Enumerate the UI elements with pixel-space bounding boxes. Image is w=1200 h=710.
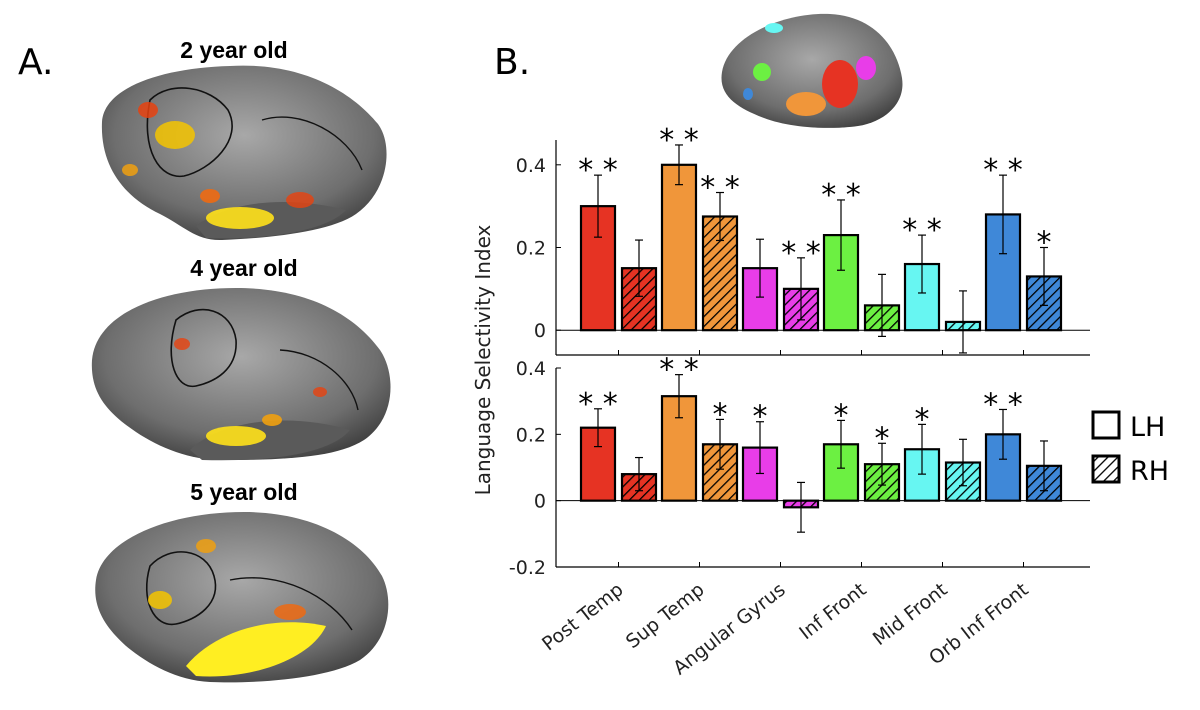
- top-lh-post-temp-significance: * *: [578, 153, 618, 188]
- bottom-lh-orb-inf-front-significance: * *: [983, 387, 1023, 422]
- y-axis-label: Language Selectivity Index: [471, 224, 495, 495]
- bottom-rh-sup-temp-significance: *: [713, 397, 728, 432]
- top-rh-angular-gyrus-significance: * *: [781, 236, 821, 271]
- top-rh-orb-inf-front-significance: *: [1037, 226, 1052, 261]
- brain-4-year-old: [91, 288, 391, 461]
- bottom-y-tick-label: 0: [534, 491, 546, 513]
- legend-rh-label: RH: [1130, 456, 1169, 487]
- chart-top: 00.20.4 * ** ** ** ** ** ** **: [516, 123, 1090, 356]
- age-label-5: 5 year old: [190, 479, 297, 505]
- bottom-lh-mid-front-significance: *: [915, 402, 930, 437]
- bottom-rh-inf-front-significance: *: [875, 421, 890, 456]
- legend-lh-label: LH: [1130, 412, 1165, 443]
- top-y-tick-label: 0.4: [516, 155, 546, 177]
- bottom-lh-angular-gyrus-significance: *: [753, 400, 768, 435]
- top-lh-orb-inf-front-significance: * *: [983, 153, 1023, 188]
- bottom-y-tick-label: 0.4: [516, 358, 546, 380]
- brain-5-year-old: [95, 512, 389, 683]
- top-lh-sup-temp-significance: * *: [659, 123, 699, 158]
- bottom-lh-inf-front-significance: *: [834, 398, 849, 433]
- top-y-tick-label: 0: [534, 320, 546, 342]
- chart-bottom: -0.2 0 0.2 0.4 * * * * * * * * * * *: [509, 353, 1090, 579]
- category-label-inf-front: Inf Front: [795, 579, 870, 645]
- age-label-4: 4 year old: [190, 255, 297, 281]
- bottom-y-tick-label: 0.2: [516, 424, 546, 446]
- panel-b-letter: B.: [494, 42, 530, 83]
- bottom-lh-post-temp-significance: * *: [578, 387, 618, 422]
- top-lh-mid-front-significance: * *: [902, 213, 942, 248]
- legend-lh-swatch: [1091, 410, 1121, 440]
- panel-a-letter: A.: [18, 42, 53, 83]
- bottom-lh-sup-temp-significance: * *: [659, 353, 699, 388]
- brain-2-year-old: [101, 65, 387, 241]
- top-rh-sup-temp-significance: * *: [700, 171, 740, 206]
- legend-rh-swatch: [1091, 454, 1121, 484]
- age-label-2: 2 year old: [180, 37, 287, 63]
- bottom-y-tick-label: -0.2: [509, 557, 546, 579]
- top-y-tick-label: 0.2: [516, 238, 546, 260]
- legend: LH RH: [1091, 410, 1169, 487]
- category-label-post-temp: Post Temp: [538, 579, 628, 656]
- category-label-mid-front: Mid Front: [869, 579, 952, 650]
- top-lh-sup-temp-bar-fill: [662, 164, 696, 331]
- brain-roi-map: [721, 13, 903, 128]
- top-lh-inf-front-significance: * *: [821, 178, 861, 213]
